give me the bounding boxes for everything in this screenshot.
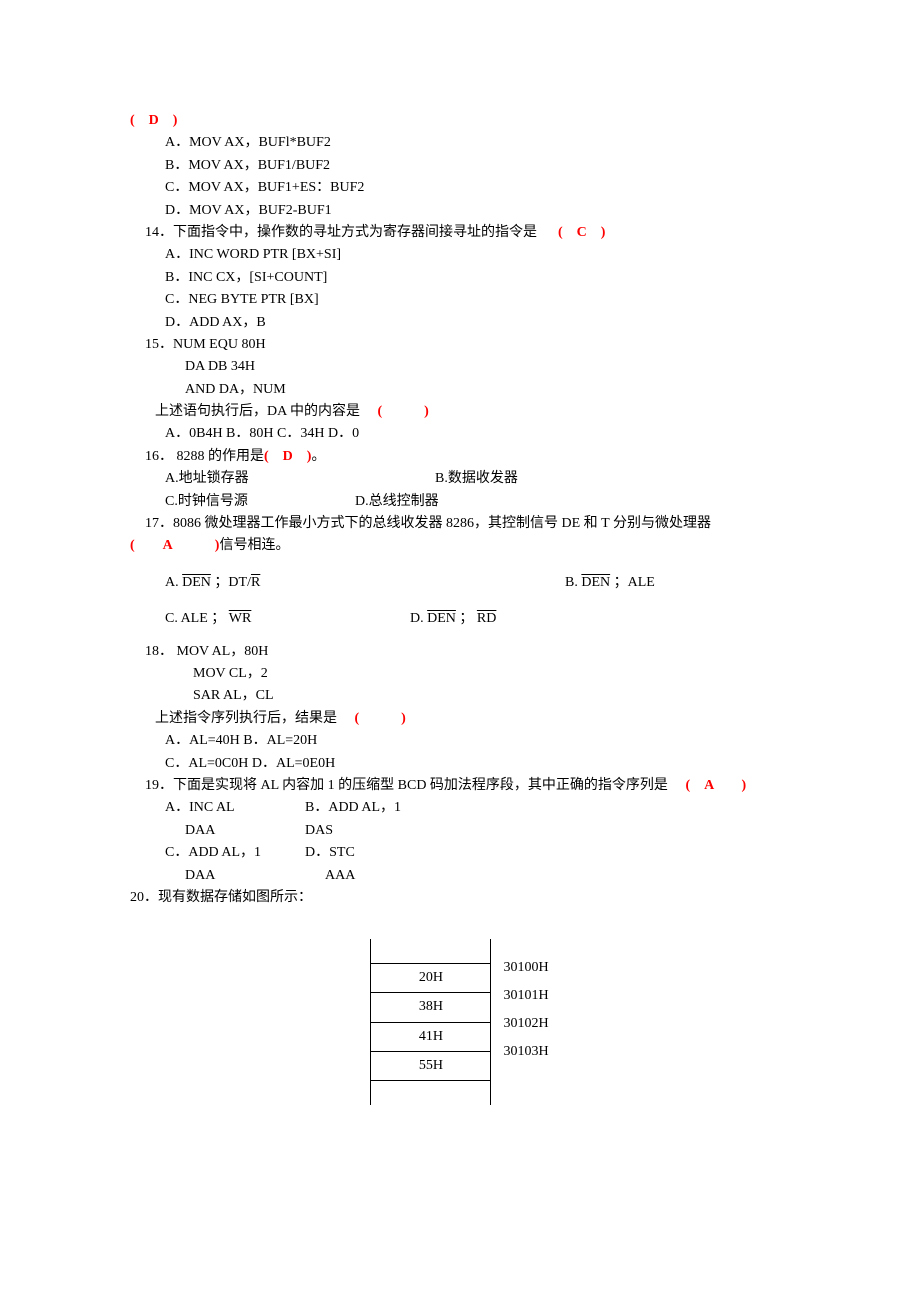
mem-addr-1: 30101H [503,982,548,1010]
q14-opt-b: B．INC CX，[SI+COUNT] [130,267,790,289]
paren-open: ( [130,538,163,553]
paren-open: ( [130,113,149,128]
mem-top-open [371,939,491,963]
q17-stem-line1: 17．8086 微处理器工作最小方式下的总线收发器 8286，其控制信号 DE … [130,513,790,535]
q14-stem: 14．下面指令中，操作数的寻址方式为寄存器间接寻址的指令是 [145,225,537,240]
q19-c2: DAA [185,865,325,887]
paren-open: ( ) [377,404,428,419]
overline-r: R [251,575,260,590]
q17-a-mid: ；DT/ [214,575,251,590]
q17-answer: A [163,538,173,553]
q19-stem-line: 19．下面是实现将 AL 内容加 1 的压缩型 BCD 码加法程序段，其中正确的… [130,775,790,797]
q18-stem: 上述指令序列执行后，结果是 [155,711,337,726]
overline-den: DEN [182,575,211,590]
q19-a2: DAA [185,820,305,842]
q16-stem: 16． 8288 的作用是 [145,449,264,464]
mem-addr-2: 30102H [503,1010,548,1038]
q13-answer-line: ( D ) [130,110,790,132]
q16-row2: C.时钟信号源 D.总线控制器 [130,491,790,513]
q16-tail: 。 [311,449,325,464]
q15-opts: A．0B4H B．80H C．34H D．0 [130,423,790,445]
mem-cell-3: 55H [371,1051,491,1080]
q17-c-pre: C. ALE ； [165,611,225,626]
q13-opt-a: A．MOV AX，BUFl*BUF2 [130,132,790,154]
q19-c1: C．ADD AL，1 [165,842,305,864]
q13-opt-b: B．MOV AX，BUF1/BUF2 [130,155,790,177]
q18-stem-line: 上述指令序列执行后，结果是 ( ) [130,708,790,730]
mem-cell-2: 41H [371,1022,491,1051]
q14-stem-line: 14．下面指令中，操作数的寻址方式为寄存器间接寻址的指令是 ( C ) [130,222,790,244]
overline-den: DEN [427,611,456,626]
q19-row2: DAA DAS [130,820,790,842]
q13-answer: D [149,113,159,128]
q13-opt-c: C．MOV AX，BUF1+ES：BUF2 [130,177,790,199]
q17-opt-d: D. DEN ； RD [410,608,496,630]
q20-stem: 20．现有数据存储如图所示： [130,887,790,909]
q13-opt-d: D．MOV AX，BUF2-BUF1 [130,200,790,222]
overline-rd: RD [477,611,496,626]
mem-addr-0: 30100H [503,954,548,982]
q14-opt-c: C．NEG BYTE PTR [BX] [130,289,790,311]
q18-opts2: C．AL=0C0H D．AL=0E0H [130,753,790,775]
q16-stem-line: 16． 8288 的作用是( D )。 [130,446,790,468]
mem-addr-3: 30103H [503,1038,548,1066]
q16-opt-a: A.地址锁存器 [130,468,435,490]
q14-opt-d: D．ADD AX，B [130,312,790,334]
paren-close: ) [293,449,312,464]
q18-l1: 18． MOV AL，80H [130,641,790,663]
q18-l2: MOV CL，2 [130,663,790,685]
q19-row1: A．INC AL B．ADD AL，1 [130,797,790,819]
q16-row1: A.地址锁存器 B.数据收发器 [130,468,790,490]
mem-cell-0: 20H [371,963,491,992]
q19-b2: DAS [305,820,333,842]
q16-opt-d: D.总线控制器 [355,491,439,513]
q19-row4: DAA AAA [130,865,790,887]
q17-stem-post: 信号相连。 [219,538,289,553]
q19-b1: B．ADD AL，1 [305,797,401,819]
q17-stem-line2: ( A )信号相连。 [130,535,790,557]
q17-opt-c: C. ALE ； WR [165,608,410,630]
q17-opt-b: B. DEN ；ALE [565,572,655,594]
q16-opt-c: C.时钟信号源 [130,491,355,513]
paren-open: ( [558,225,577,240]
q17-d-mid: ； [459,611,473,626]
paren-open: ( [685,778,704,793]
q19-d1: D．STC [305,842,355,864]
q17-row-cd: C. ALE ； WR D. DEN ； RD [130,608,790,630]
paren-close: ) [173,538,220,553]
overline-wr: WR [229,611,252,626]
q15-stem: 上述语句执行后，DA 中的内容是 [155,404,360,419]
q15-l1: 15．NUM EQU 80H [130,334,790,356]
q16-opt-b: B.数据收发器 [435,468,518,490]
q15-stem-line: 上述语句执行后，DA 中的内容是 ( ) [130,401,790,423]
overline-den: DEN [581,575,610,590]
q17-a-pre: A. [165,575,179,590]
q19-stem: 19．下面是实现将 AL 内容加 1 的压缩型 BCD 码加法程序段，其中正确的… [145,778,668,793]
q18-l3: SAR AL，CL [130,685,790,707]
q18-opts1: A．AL=40H B．AL=20H [130,730,790,752]
memory-table: 20H 30100H 30101H 30102H 30103H 38H 41H … [370,939,549,1105]
paren-open: ( ) [355,711,406,726]
q17-stem-pre: 17．8086 微处理器工作最小方式下的总线收发器 8286，其控制信号 DE … [145,516,711,531]
paren-close: ) [713,778,746,793]
q19-d2: AAA [325,865,355,887]
paren-close: ) [587,225,606,240]
q17-row-ab: A. DEN ；DT/R B. DEN ；ALE [130,572,790,594]
q14-opt-a: A．INC WORD PTR [BX+SI] [130,244,790,266]
q17-b-mid: ；ALE [614,575,655,590]
mem-cell-1: 38H [371,993,491,1022]
mem-bot-open [371,1081,491,1105]
q14-answer: C [577,225,587,240]
paren-close: ) [159,113,178,128]
q19-a1: A．INC AL [165,797,305,819]
q17-opt-a: A. DEN ；DT/R [165,572,565,594]
paren-open: ( [264,449,283,464]
q15-l3: AND DA，NUM [130,379,790,401]
q17-b-pre: B. [565,575,578,590]
mem-addr-col: 30100H 30101H 30102H 30103H [491,963,550,1081]
q17-d-pre: D. [410,611,424,626]
q15-l2: DA DB 34H [130,356,790,378]
q16-answer: D [283,449,293,464]
q19-row3: C．ADD AL，1 D．STC [130,842,790,864]
